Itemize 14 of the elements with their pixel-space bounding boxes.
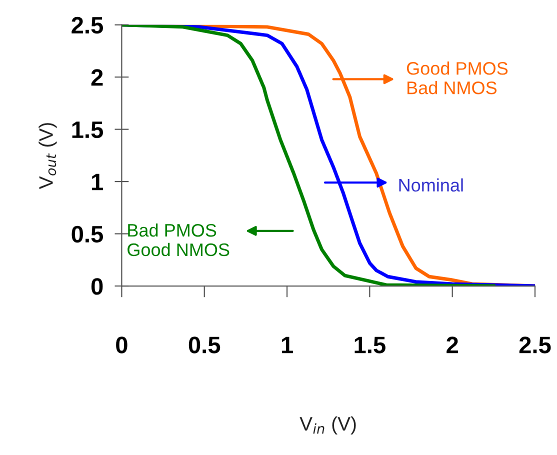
x-tick-label: 2.5 xyxy=(519,336,551,354)
y-axis-title: V$_{out}$ (V) xyxy=(38,123,57,190)
x-tick-label: 0 xyxy=(116,336,128,354)
x-tick-label: 0.5 xyxy=(188,336,220,354)
y-tick-label: 1.5 xyxy=(72,122,103,138)
y-tick-label: 2 xyxy=(91,69,103,86)
x-axis-title: V$_{in}$ (V) xyxy=(300,416,356,434)
y-tick-label: 2.5 xyxy=(72,16,103,34)
x-tick-label: 2 xyxy=(446,336,458,354)
x-tick-label: 1.5 xyxy=(354,336,386,354)
y-tick-label: 0.5 xyxy=(72,226,103,243)
y-tick-label: 1 xyxy=(92,174,103,190)
x-tick-label: 1 xyxy=(282,336,293,354)
y-tick-label: 0 xyxy=(91,278,103,295)
